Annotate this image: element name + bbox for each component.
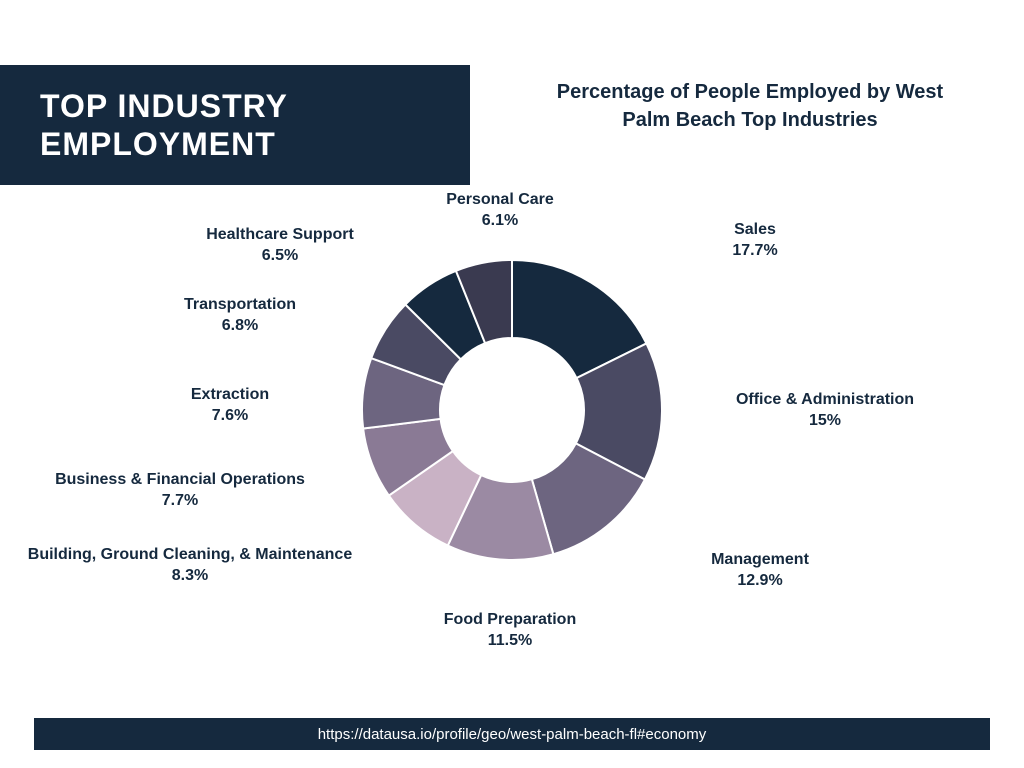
slice-label-name: Extraction [160, 385, 300, 406]
slice-label-pct: 15% [720, 411, 930, 432]
slice-label-pct: 12.9% [680, 571, 840, 592]
slice-label-name: Personal Care [420, 190, 580, 211]
slice-label: Healthcare Support6.5% [180, 225, 380, 267]
slice-label-pct: 7.7% [40, 491, 320, 512]
title-box: TOP INDUSTRY EMPLOYMENT [0, 65, 470, 185]
title-line2: EMPLOYMENT [40, 126, 276, 162]
title-line1: TOP INDUSTRY [40, 88, 288, 124]
footer-text: https://datausa.io/profile/geo/west-palm… [318, 726, 707, 743]
slice-label: Food Preparation11.5% [420, 610, 600, 652]
slice-label-name: Building, Ground Cleaning, & Maintenance [20, 545, 360, 566]
slice-label: Sales17.7% [685, 220, 825, 262]
slice-label: Management12.9% [680, 550, 840, 592]
slice-label-pct: 17.7% [685, 241, 825, 262]
slice-label-pct: 7.6% [160, 406, 300, 427]
page-title: TOP INDUSTRY EMPLOYMENT [40, 87, 288, 164]
slice-label: Personal Care6.1% [420, 190, 580, 232]
footer-bar: https://datausa.io/profile/geo/west-palm… [34, 718, 990, 750]
donut-chart [362, 260, 662, 560]
slice-label-pct: 6.8% [150, 316, 330, 337]
chart-subtitle: Percentage of People Employed by West Pa… [540, 78, 960, 134]
chart-area: Sales17.7% Office & Administration15% Mana… [0, 190, 1024, 710]
slice-label-pct: 6.1% [420, 211, 580, 232]
slice-label: Building, Ground Cleaning, & Maintenance… [20, 545, 360, 587]
slice-label-pct: 8.3% [20, 566, 360, 587]
slice-label-name: Sales [685, 220, 825, 241]
slice-label: Extraction7.6% [160, 385, 300, 427]
slice-label-name: Management [680, 550, 840, 571]
slice-label: Business & Financial Operations7.7% [40, 470, 320, 512]
slice-label-pct: 6.5% [180, 246, 380, 267]
slice-label: Office & Administration15% [720, 390, 930, 432]
slice-label: Transportation6.8% [150, 295, 330, 337]
slice-label-name: Business & Financial Operations [40, 470, 320, 491]
slice-label-name: Healthcare Support [180, 225, 380, 246]
slice-label-name: Office & Administration [720, 390, 930, 411]
slice-label-name: Food Preparation [420, 610, 600, 631]
slice-label-pct: 11.5% [420, 631, 600, 652]
slice-label-name: Transportation [150, 295, 330, 316]
